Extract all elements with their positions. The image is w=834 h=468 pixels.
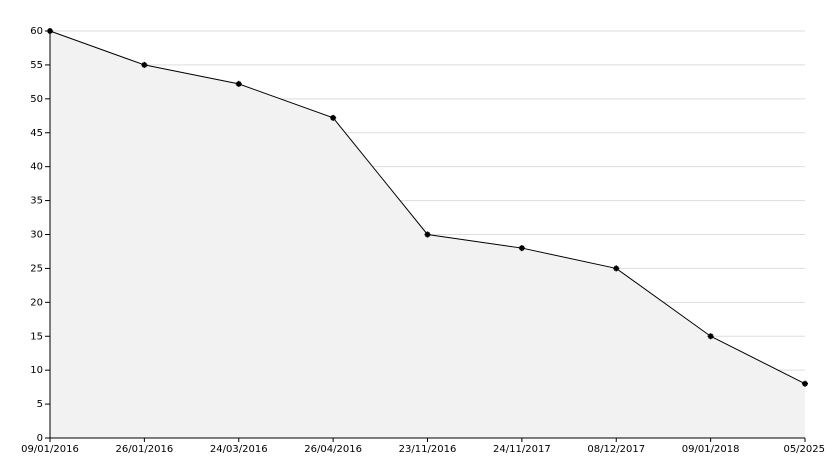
marker [802,380,808,387]
y-tick-label: 20 [30,297,43,308]
y-tick-label: 40 [30,162,43,173]
marker [141,61,148,68]
y-tick-label: 10 [30,365,43,376]
marker [235,80,242,87]
marker [707,333,714,340]
x-tick-label: 09/01/2018 [682,444,740,455]
x-tick-label: 26/04/2016 [304,444,362,455]
y-tick-label: 55 [30,60,43,71]
y-tick-label: 30 [30,230,43,241]
marker [424,231,431,238]
y-tick-label: 35 [30,196,43,207]
marker [613,265,620,272]
y-tick-label: 45 [30,128,43,139]
marker [330,114,337,121]
y-tick-label: 0 [37,433,43,444]
x-tick-label: 09/01/2016 [21,444,79,455]
x-tick-label: 24/03/2016 [210,444,268,455]
marker [518,245,525,252]
x-tick-label: 08/12/2017 [587,444,645,455]
x-tick-label: 05/2025 [783,444,825,455]
x-tick-label: 26/01/2016 [116,444,174,455]
y-tick-label: 25 [30,263,43,274]
y-tick-label: 15 [30,331,43,342]
x-tick-label: 24/11/2017 [493,444,551,455]
y-tick-label: 50 [30,94,43,105]
y-tick-label: 60 [30,26,43,37]
y-tick-label: 5 [37,399,43,410]
x-tick-label: 23/11/2016 [399,444,457,455]
